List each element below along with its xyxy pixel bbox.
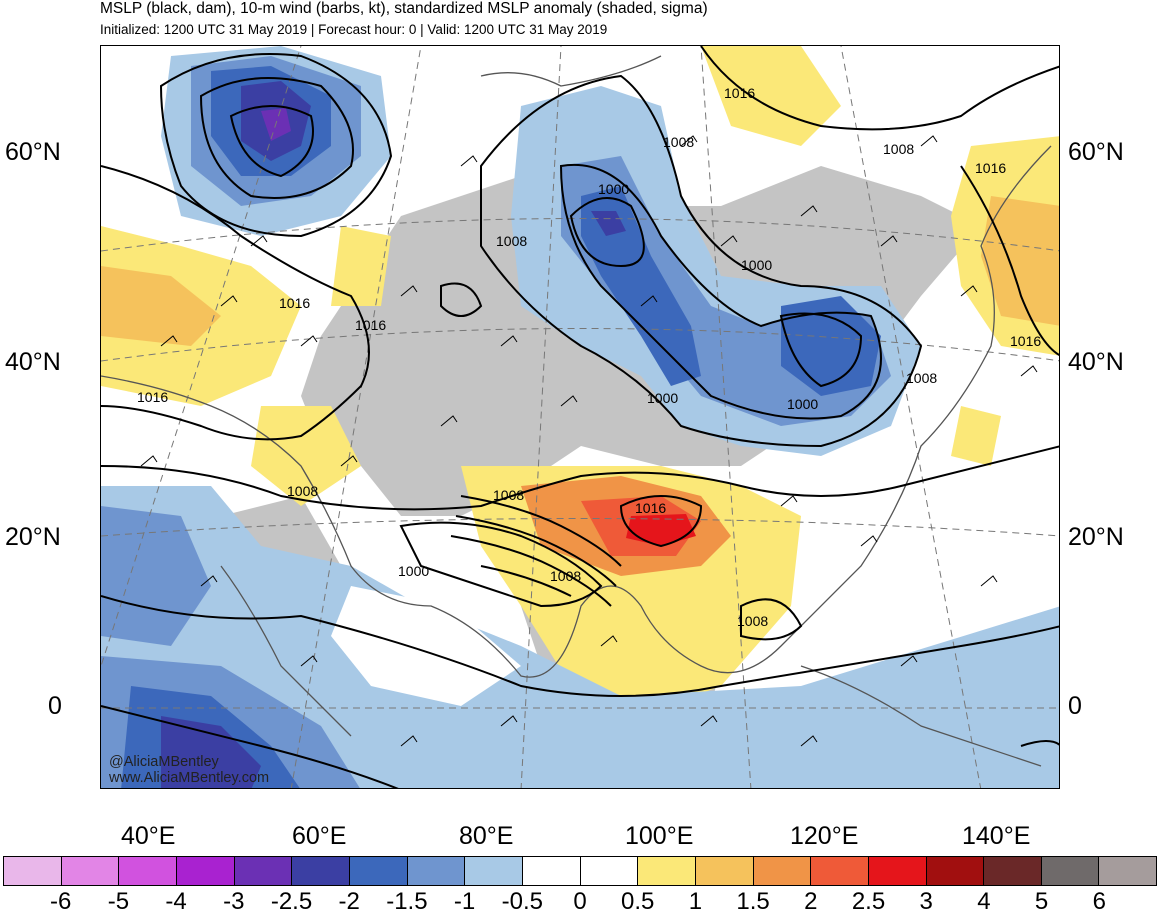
colorbar-label: -6 bbox=[50, 888, 72, 915]
contour-label: 1008 bbox=[737, 613, 768, 629]
colorbar-swatch bbox=[4, 857, 62, 885]
colorbar-swatch bbox=[234, 857, 293, 885]
colorbar-label: 1.5 bbox=[736, 888, 770, 915]
colorbar bbox=[3, 856, 1157, 886]
negative-anomaly-region bbox=[581, 186, 701, 386]
contour-label-group: 1016 1008 1008 1016 1000 1008 1000 1016 … bbox=[137, 85, 1041, 629]
neutral-region bbox=[331, 586, 521, 706]
colorbar-swatch bbox=[1099, 857, 1157, 885]
contour-label: 1016 bbox=[975, 160, 1006, 176]
map-panel: 1016 1008 1008 1016 1000 1008 1000 1016 … bbox=[100, 45, 1060, 789]
positive-anomaly-region bbox=[981, 196, 1059, 326]
colorbar-label: 6 bbox=[1092, 888, 1106, 915]
lon-label-60e: 60°E bbox=[292, 822, 347, 850]
lat-label-20n-left: 20°N bbox=[5, 523, 61, 551]
lon-label-120e: 120°E bbox=[790, 822, 859, 850]
lat-label-60n-right: 60°N bbox=[1068, 138, 1124, 166]
lat-label-40n-left: 40°N bbox=[5, 348, 61, 376]
credit-handle: @AliciaMBentley bbox=[109, 754, 220, 770]
colorbar-label: -4 bbox=[165, 888, 187, 915]
colorbar-label: 0.5 bbox=[621, 888, 655, 915]
colorbar-label: -1 bbox=[453, 888, 476, 915]
colorbar-swatch bbox=[753, 857, 812, 885]
positive-anomaly-region bbox=[331, 226, 391, 306]
colorbar-label: 1 bbox=[688, 888, 703, 915]
contour-label: 1000 bbox=[647, 390, 678, 406]
coastlines bbox=[101, 55, 1052, 767]
map-canvas: 1016 1008 1008 1016 1000 1008 1000 1016 … bbox=[101, 46, 1059, 788]
negative-anomaly-region bbox=[591, 211, 626, 236]
contour-label: 1000 bbox=[598, 181, 629, 197]
colorbar-swatch bbox=[984, 857, 1042, 885]
colorbar-label: 0 bbox=[573, 888, 587, 915]
lat-label-0-left: 0 bbox=[48, 692, 62, 720]
colorbar-label: -5 bbox=[107, 888, 130, 915]
contour-label: 1000 bbox=[787, 396, 818, 412]
lon-label-100e: 100°E bbox=[625, 822, 694, 850]
contour-label: 1016 bbox=[279, 295, 310, 311]
colorbar-swatch bbox=[292, 857, 350, 885]
negative-anomaly-region bbox=[781, 296, 881, 396]
contour-label: 1016 bbox=[355, 317, 386, 333]
credit-site: www.AliciaMBentley.com bbox=[108, 770, 269, 786]
colorbar-swatch bbox=[522, 857, 581, 885]
lon-label-140e: 140°E bbox=[962, 822, 1031, 850]
colorbar-swatch bbox=[695, 857, 754, 885]
colorbar-label: 2.5 bbox=[851, 888, 886, 915]
colorbar-label: 5 bbox=[1034, 888, 1049, 915]
colorbar-label: -1.5 bbox=[386, 888, 428, 915]
colorbar-swatch bbox=[868, 857, 927, 885]
colorbar-label: -3 bbox=[223, 888, 245, 915]
colorbar-label: 4 bbox=[977, 888, 991, 915]
colorbar-label: -2 bbox=[338, 888, 360, 915]
contour-label: 1000 bbox=[398, 563, 429, 579]
chart-title: MSLP (black, dam), 10-m wind (barbs, kt)… bbox=[100, 0, 708, 17]
contour-label: 1016 bbox=[724, 85, 755, 101]
positive-anomaly-region bbox=[251, 406, 361, 506]
negative-anomaly-region bbox=[161, 716, 261, 788]
contour-label: 1008 bbox=[496, 233, 527, 249]
lat-label-20n-right: 20°N bbox=[1068, 523, 1124, 551]
colorbar-label: -2.5 bbox=[270, 888, 313, 915]
negative-anomaly-region bbox=[101, 506, 211, 646]
contour-label: 1008 bbox=[906, 370, 937, 386]
positive-anomaly-region bbox=[626, 514, 696, 546]
contour-label: 1008 bbox=[493, 487, 524, 503]
colorbar-swatch bbox=[926, 857, 985, 885]
colorbar-swatch bbox=[176, 857, 235, 885]
colorbar-swatch bbox=[407, 857, 466, 885]
colorbar-swatch bbox=[465, 857, 523, 885]
colorbar-swatch bbox=[1041, 857, 1100, 885]
chart-subtitle: Initialized: 1200 UTC 31 May 2019 | Fore… bbox=[100, 22, 608, 37]
colorbar-swatch bbox=[638, 857, 696, 885]
mslp-contours bbox=[101, 46, 1059, 788]
lat-label-40n-right: 40°N bbox=[1068, 348, 1124, 376]
lon-label-80e: 80°E bbox=[459, 822, 514, 850]
lat-label-0-right: 0 bbox=[1068, 692, 1082, 720]
contour-label: 1000 bbox=[741, 257, 772, 273]
lat-label-60n-left: 60°N bbox=[5, 138, 61, 166]
colorbar-label: 3 bbox=[919, 888, 933, 915]
colorbar-swatch bbox=[811, 857, 869, 885]
colorbar-swatch bbox=[61, 857, 120, 885]
colorbar-label: -0.5 bbox=[501, 888, 543, 915]
positive-anomaly-region bbox=[701, 46, 841, 146]
contour-label: 1008 bbox=[550, 568, 581, 584]
contour-label: 1016 bbox=[1010, 333, 1041, 349]
negative-anomaly-region bbox=[101, 486, 1059, 788]
contour-label: 1016 bbox=[137, 389, 168, 405]
lon-label-40e: 40°E bbox=[121, 822, 176, 850]
colorbar-label: 2 bbox=[804, 888, 818, 915]
colorbar-swatch bbox=[349, 857, 408, 885]
contour-label: 1008 bbox=[287, 483, 318, 499]
positive-anomaly-region bbox=[101, 266, 221, 346]
positive-anomaly-region bbox=[951, 406, 1001, 466]
contour-label: 1016 bbox=[635, 500, 666, 516]
colorbar-swatch bbox=[580, 857, 639, 885]
contour-label: 1008 bbox=[663, 134, 694, 150]
colorbar-swatch bbox=[119, 857, 177, 885]
wind-barbs bbox=[140, 135, 1038, 747]
contour-label: 1008 bbox=[883, 141, 914, 157]
